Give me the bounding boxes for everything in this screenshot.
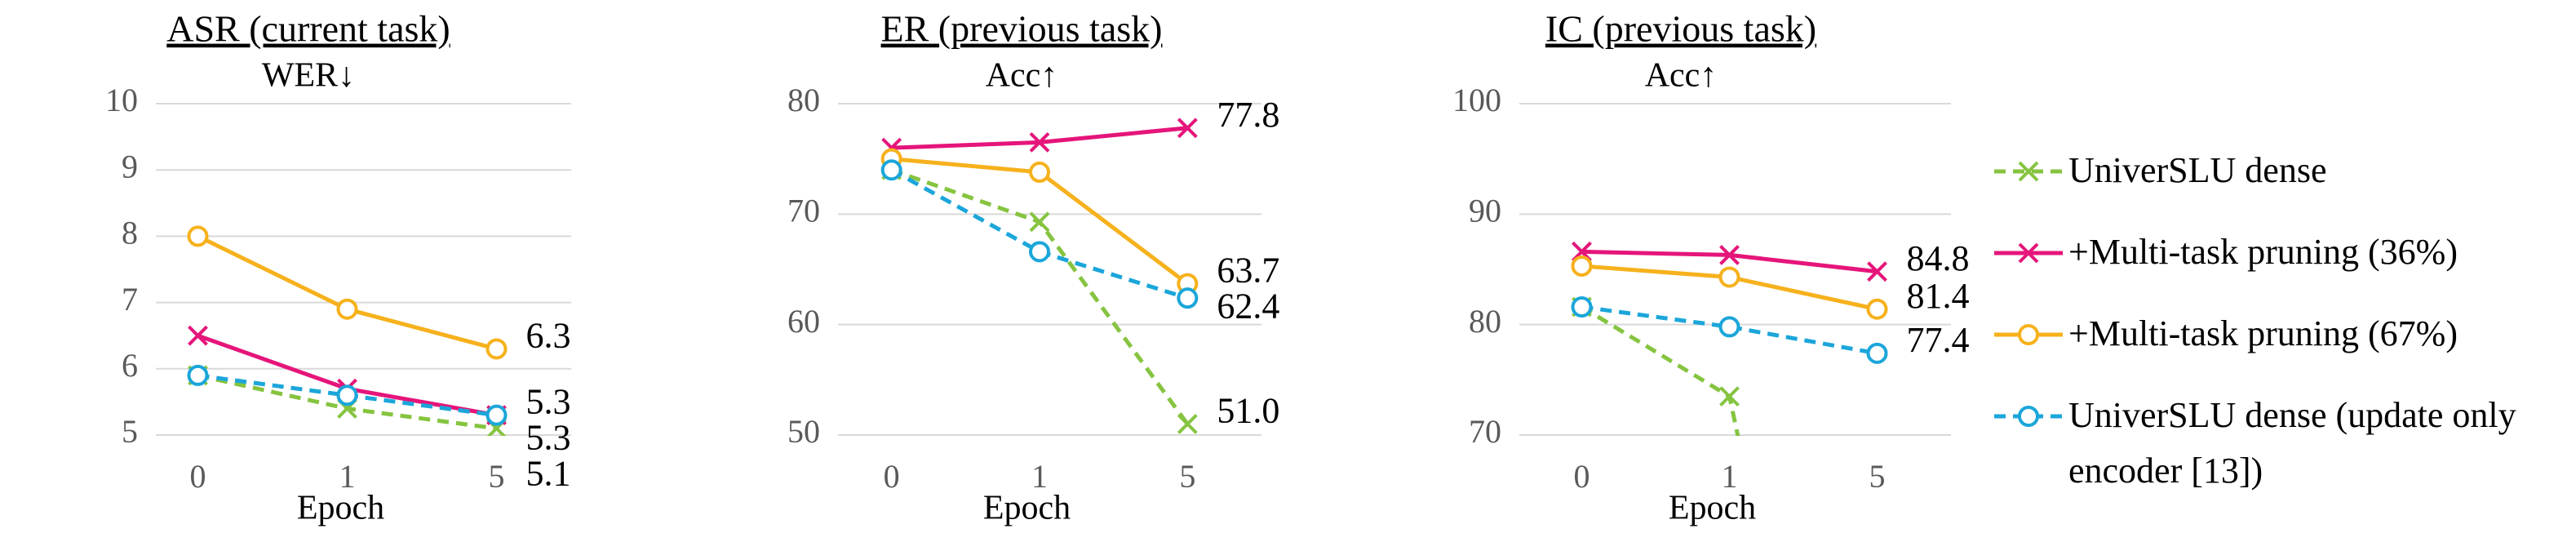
y-tick-label: 5 <box>122 413 138 450</box>
point-marker <box>1866 298 1888 320</box>
value-label: 5.1 <box>526 454 571 494</box>
x-axis-label: Epoch <box>297 490 384 527</box>
point-marker <box>336 384 358 406</box>
y-tick-label: 6 <box>122 347 138 384</box>
point-marker <box>187 364 209 386</box>
series-line <box>1581 304 1878 356</box>
series-line <box>197 234 498 351</box>
point-marker <box>187 225 209 247</box>
point-marker <box>1177 287 1199 309</box>
y-tick-label: 70 <box>1469 413 1501 450</box>
x-tick-label: 0 <box>1574 458 1590 495</box>
point-marker <box>1571 296 1593 318</box>
value-label: 81.4 <box>1907 276 1970 316</box>
x-tick-label: 1 <box>1722 458 1738 495</box>
point-marker <box>1719 244 1740 265</box>
point-marker <box>1029 131 1050 153</box>
y-tick-label: 70 <box>787 193 820 229</box>
x-tick-label: 1 <box>1031 458 1048 495</box>
legend-marker <box>2018 406 2039 427</box>
value-label: 62.4 <box>1217 287 1279 327</box>
series-line <box>891 126 1188 150</box>
legend-swatch <box>1994 161 2063 182</box>
value-label: 51.0 <box>1217 391 1279 431</box>
series-line <box>890 168 1189 300</box>
point-marker <box>1718 266 1740 288</box>
value-label: 5.3 <box>526 382 571 422</box>
y-tick-label: 7 <box>122 281 138 318</box>
legend-swatch <box>1994 324 2063 345</box>
legend-entry: UniverSLU dense <box>1991 147 2562 229</box>
point-marker <box>880 159 902 181</box>
point-marker <box>1029 161 1050 183</box>
legend-marker <box>2018 324 2039 345</box>
x-axis-label: Epoch <box>983 490 1071 527</box>
y-tick-label: 90 <box>1469 193 1501 229</box>
chart-subtitle: Acc↑ <box>986 57 1058 95</box>
y-tick-label: 8 <box>122 215 138 251</box>
legend-entry: +Multi-task pruning (36%) <box>1991 229 2562 310</box>
plot-area <box>1571 241 1888 436</box>
legend-marker <box>2018 242 2039 264</box>
point-marker <box>336 298 358 320</box>
legend-label: UniverSLU dense (update only encoder [13… <box>2068 395 2516 491</box>
point-marker <box>1177 414 1198 434</box>
legend-swatch <box>1994 406 2063 427</box>
y-tick-label: 50 <box>787 413 820 450</box>
legend-entry: UniverSLU dense (update only encoder [13… <box>1991 392 2562 491</box>
legend-entry: +Multi-task pruning (67%) <box>1991 310 2562 392</box>
y-tick-label: 9 <box>122 148 138 184</box>
legend-label: +Multi-task pruning (67%) <box>2068 313 2458 353</box>
value-label: 5.3 <box>526 418 571 458</box>
x-tick-label: 0 <box>190 458 206 495</box>
series-line <box>890 167 1190 425</box>
y-tick-label: 80 <box>1469 303 1501 340</box>
legend: UniverSLU dense +Multi-task pruning (36%)… <box>1991 147 2562 491</box>
plot-area <box>880 118 1199 434</box>
legend-label: UniverSLU dense <box>2068 150 2327 190</box>
point-marker <box>188 325 208 346</box>
point-marker <box>1718 316 1740 338</box>
chart-title: ER (previous task) <box>881 8 1163 50</box>
point-marker <box>485 338 508 360</box>
point-marker <box>1571 255 1593 277</box>
legend-swatch <box>1994 242 2063 264</box>
point-marker <box>1866 342 1888 364</box>
point-marker <box>1719 386 1740 407</box>
legend-label: +Multi-task pruning (36%) <box>2068 232 2458 272</box>
chart-subtitle: WER↓ <box>262 57 355 95</box>
point-marker <box>1029 241 1050 263</box>
point-marker <box>485 404 508 426</box>
y-tick-label: 100 <box>1452 82 1501 118</box>
x-tick-label: 5 <box>1179 458 1195 495</box>
chart-subtitle: Acc↑ <box>1645 57 1718 95</box>
chart-title: ASR (current task) <box>166 8 450 50</box>
x-tick-label: 1 <box>339 458 356 495</box>
x-axis-label: Epoch <box>1669 490 1756 527</box>
plot-area <box>187 225 508 436</box>
point-marker <box>1867 261 1887 282</box>
x-tick-label: 5 <box>1869 458 1886 495</box>
point-marker <box>1029 211 1050 233</box>
y-tick-label: 60 <box>787 303 820 340</box>
value-label: 6.3 <box>526 316 571 356</box>
y-tick-label: 80 <box>787 82 820 118</box>
x-tick-label: 0 <box>884 458 900 495</box>
value-label: 84.8 <box>1907 238 1970 278</box>
chart-title: IC (previous task) <box>1545 8 1816 50</box>
y-tick-label: 10 <box>105 82 138 118</box>
point-marker <box>1177 118 1198 139</box>
legend-marker <box>2018 161 2039 182</box>
value-label: 77.4 <box>1907 320 1970 360</box>
value-label: 77.8 <box>1217 95 1279 135</box>
x-tick-label: 5 <box>489 458 505 495</box>
value-label: 63.7 <box>1217 251 1279 291</box>
